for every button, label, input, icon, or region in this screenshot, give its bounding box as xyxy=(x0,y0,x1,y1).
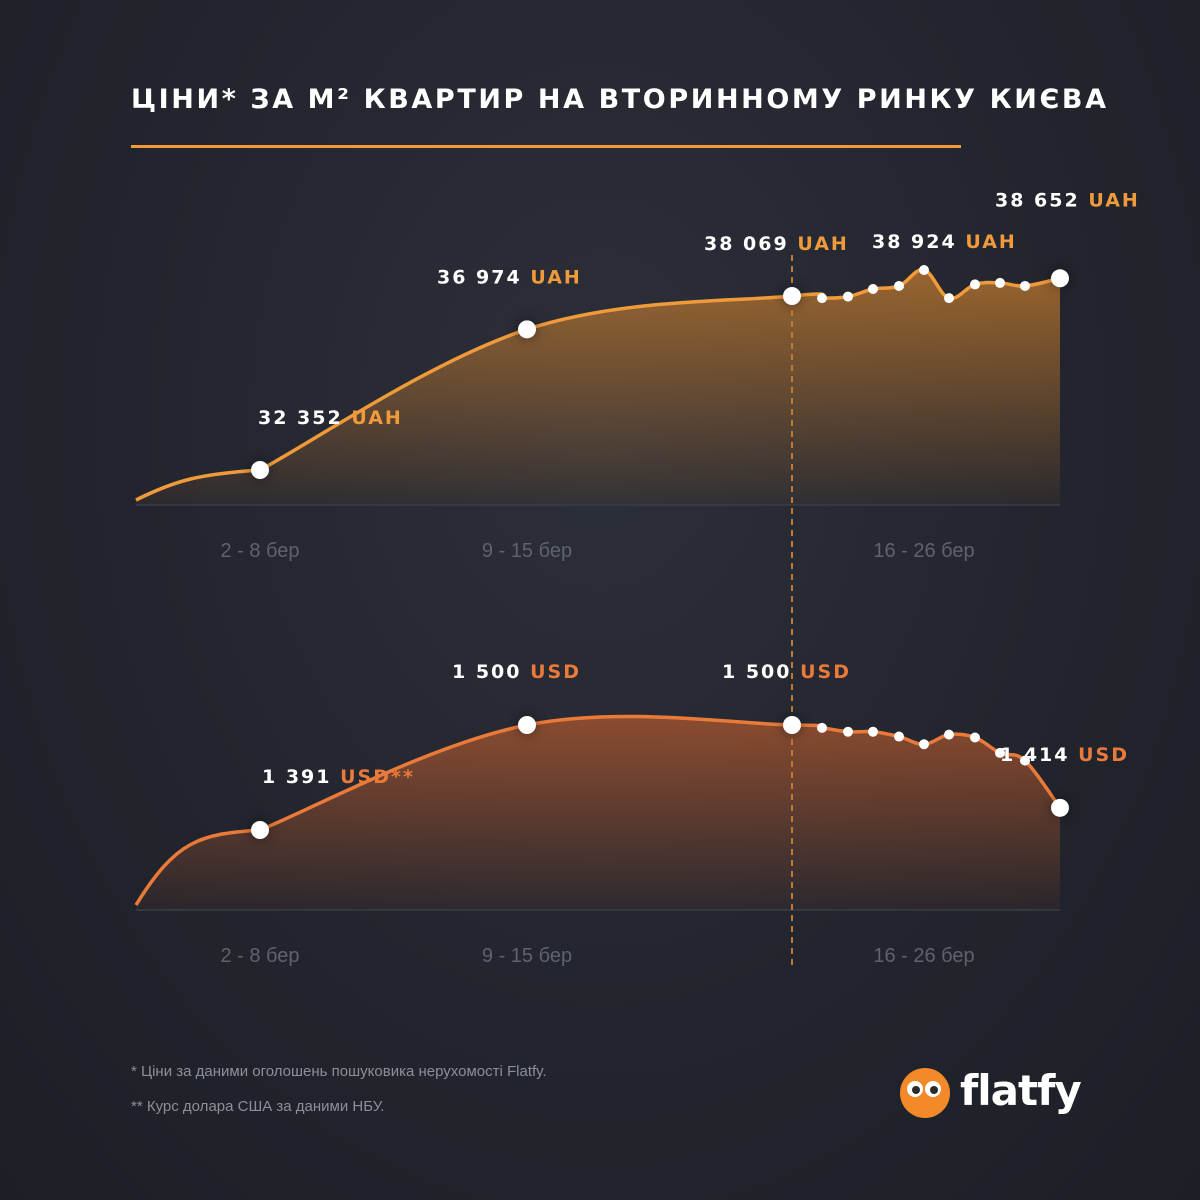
data-point xyxy=(995,277,1005,288)
data-point xyxy=(868,726,878,737)
data-label: 1 414 USD xyxy=(1000,744,1129,766)
x-tick-label: 2 - 8 бер xyxy=(220,540,299,562)
data-label: 32 352 UAH xyxy=(258,407,403,429)
data-point xyxy=(1020,755,1030,766)
data-point xyxy=(843,726,853,737)
series-line-uah xyxy=(135,268,1061,502)
data-point-major xyxy=(518,716,536,734)
data-label: 1 500 USD xyxy=(722,661,851,683)
data-point xyxy=(995,747,1005,758)
data-point xyxy=(970,279,980,290)
footnote-exchange-rate: ** Курс долара США за даними НБУ. xyxy=(131,1098,385,1115)
data-point-major xyxy=(1051,269,1069,288)
chart-title: ЦІНИ* ЗА М² КВАРТИР НА ВТОРИННОМУ РИНКУ … xyxy=(131,84,1109,115)
data-label: 1 500 USD xyxy=(452,661,581,683)
data-point xyxy=(894,731,904,742)
data-point xyxy=(894,280,904,291)
data-point-major xyxy=(251,461,269,479)
data-label: 38 069 UAH xyxy=(704,233,849,255)
title-underline xyxy=(131,145,961,148)
area-fill-uah xyxy=(136,269,1060,505)
x-tick-label: 16 - 26 бер xyxy=(873,540,974,562)
data-point xyxy=(919,739,929,750)
data-point xyxy=(843,291,853,302)
data-point xyxy=(1020,280,1030,291)
data-label: 38 652 UAH xyxy=(995,189,1140,211)
data-point-major xyxy=(251,821,269,839)
flatfy-logo-text: flatfy xyxy=(960,1066,1082,1115)
flatfy-logo-icon xyxy=(900,1068,950,1118)
x-tick-label: 16 - 26 бер xyxy=(873,945,974,967)
data-point xyxy=(817,293,827,304)
x-tick-label: 9 - 15 бер xyxy=(482,945,572,967)
footnote-prices: * Ціни за даними оголошень пошуковика не… xyxy=(131,1063,547,1080)
data-point xyxy=(944,293,954,304)
data-point xyxy=(817,722,827,733)
data-point xyxy=(868,283,878,294)
x-tick-label: 2 - 8 бер xyxy=(220,945,299,967)
x-tick-label: 9 - 15 бер xyxy=(482,540,572,562)
data-label: 1 391 USD** xyxy=(262,766,415,788)
data-label: 38 924 UAH xyxy=(872,231,1017,253)
flatfy-logo: flatfy xyxy=(900,1066,1082,1122)
data-label: 36 974 UAH xyxy=(437,266,582,288)
data-point-major xyxy=(783,716,801,734)
data-point xyxy=(944,729,954,740)
area-fill-usd xyxy=(136,716,1060,910)
data-point xyxy=(919,265,929,275)
data-point-major xyxy=(1051,798,1069,817)
data-point xyxy=(970,732,980,743)
data-point-major xyxy=(518,320,536,339)
data-point-major xyxy=(783,287,801,306)
